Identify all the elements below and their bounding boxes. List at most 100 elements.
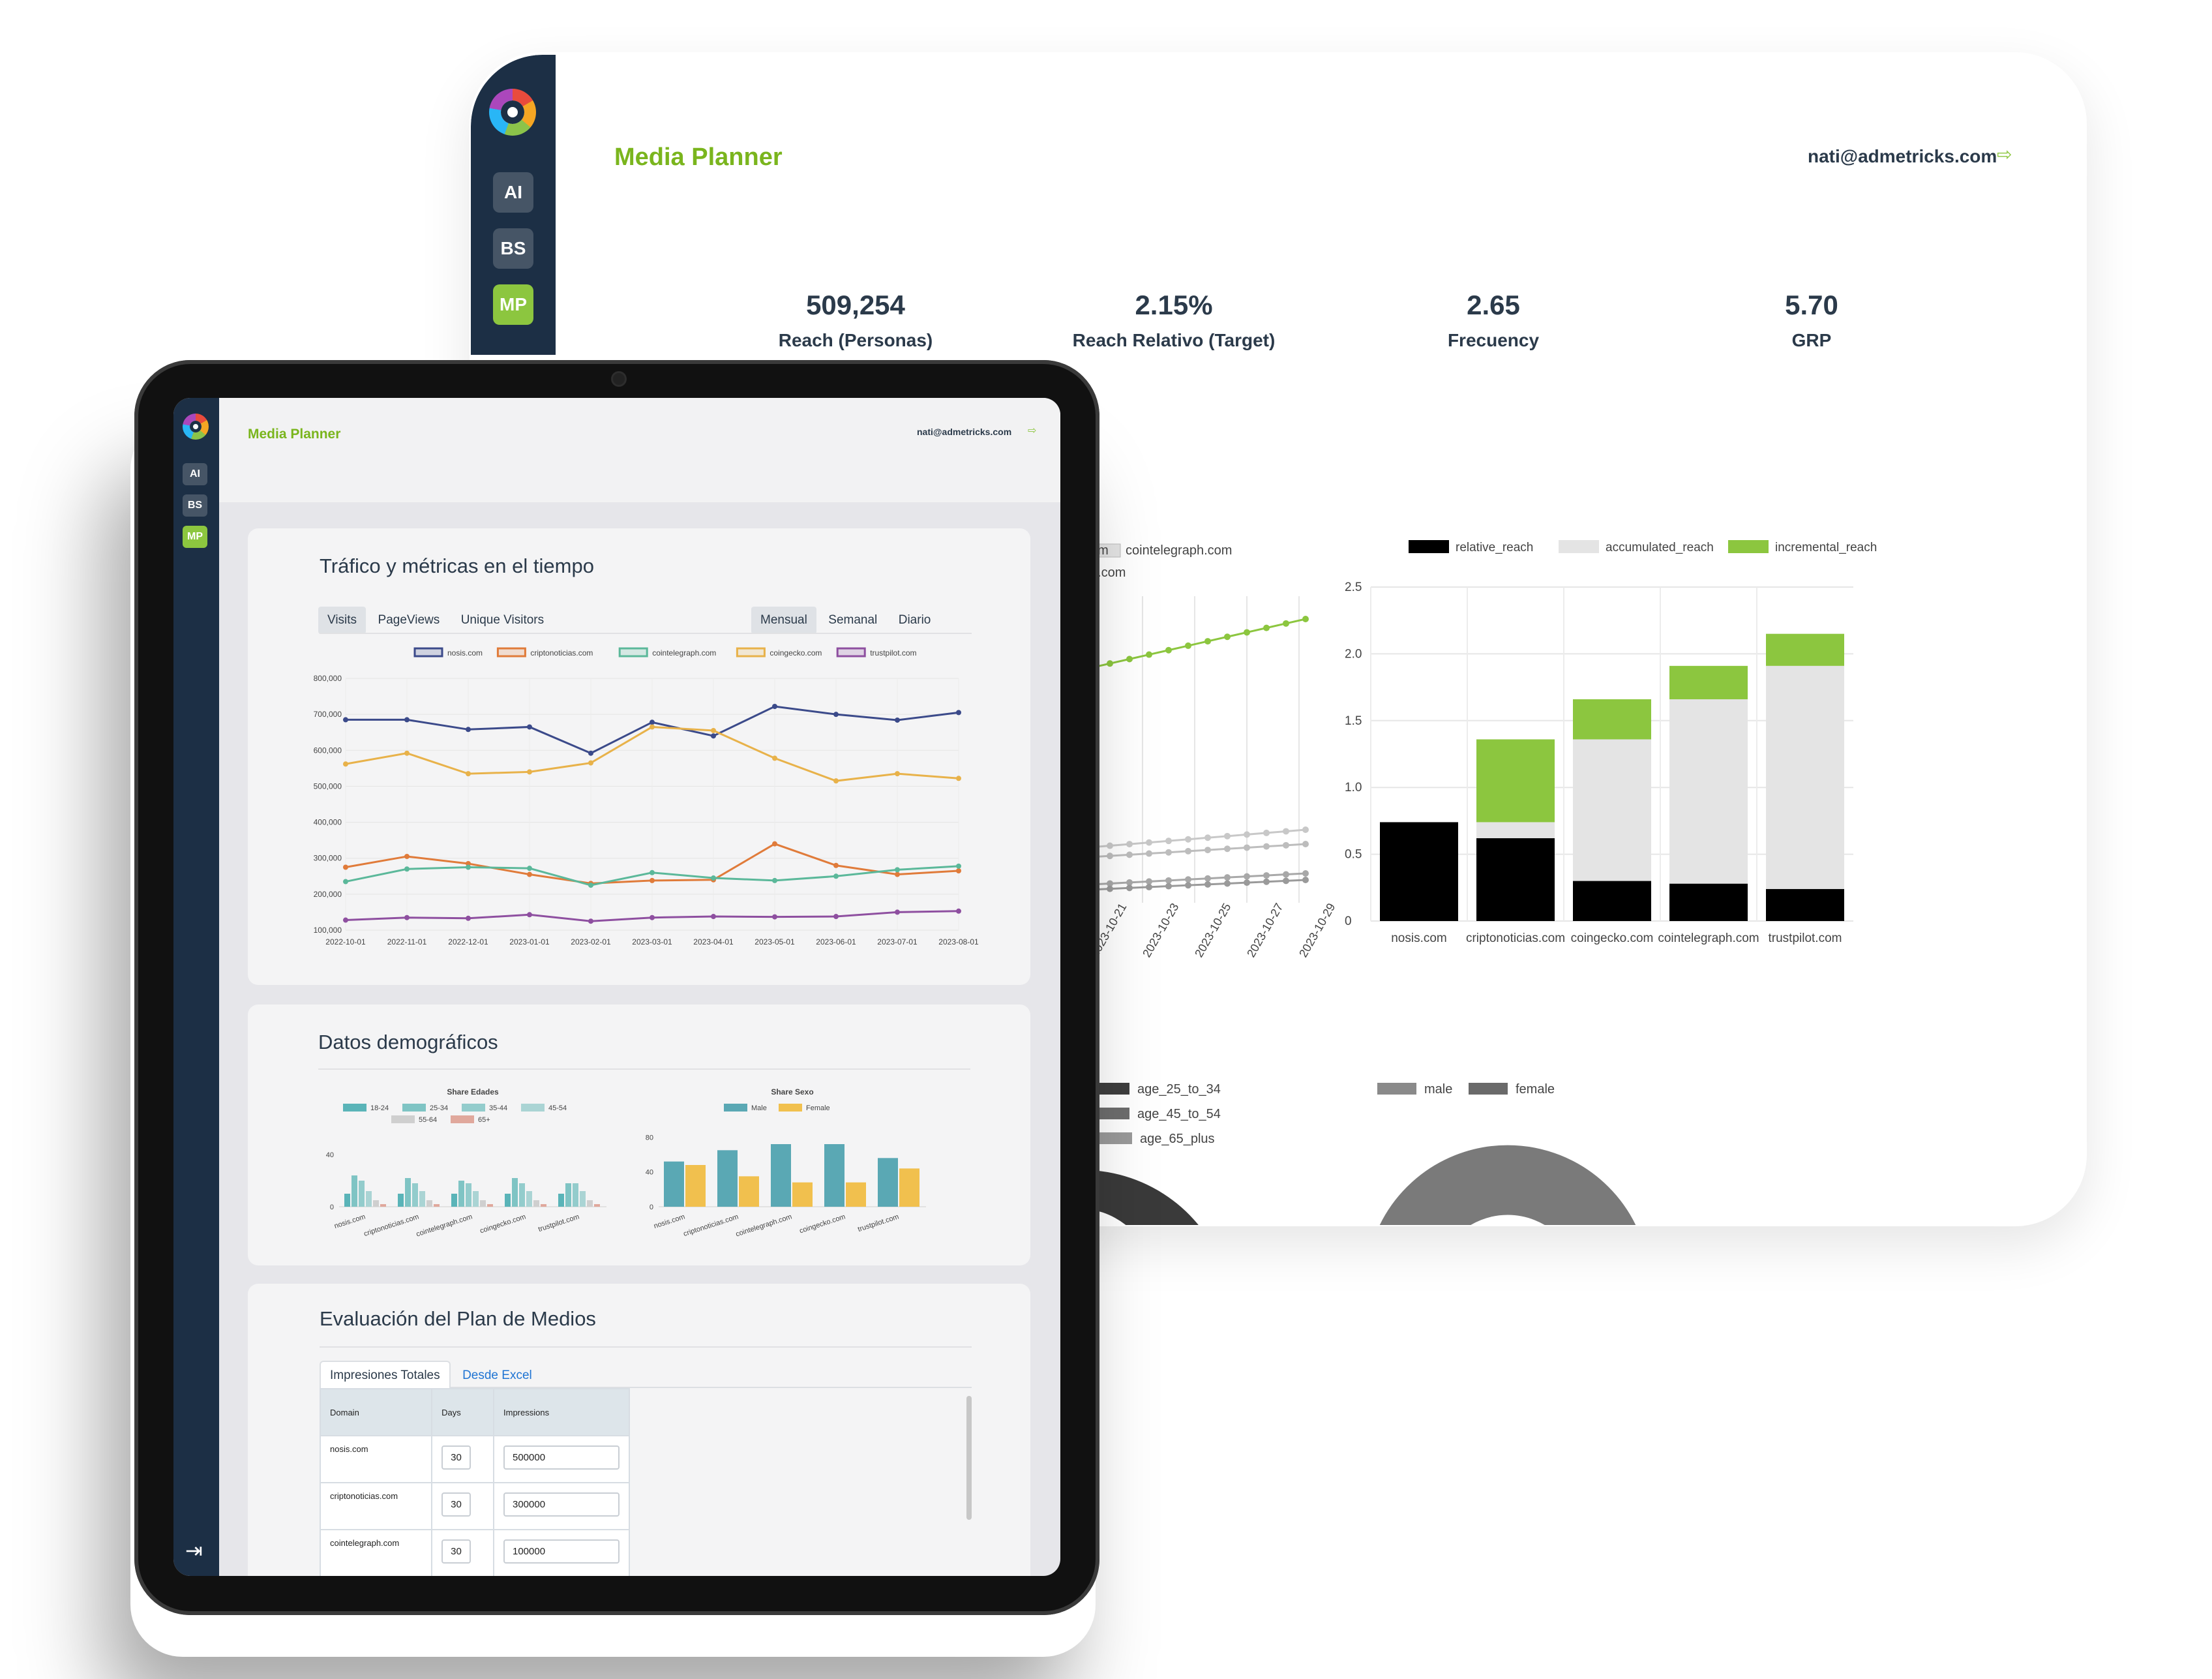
y-tick-label: 0: [330, 1203, 334, 1211]
legend-label: accumulated_reach: [1606, 541, 1714, 554]
impressions-input[interactable]: 500000: [503, 1445, 620, 1470]
data-point: [895, 909, 900, 915]
data-point: [1244, 629, 1250, 636]
y-tick-label: 700,000: [314, 710, 342, 719]
tablet-header: [219, 398, 1060, 502]
data-point: [833, 914, 839, 920]
tablet-screen: AI BS MP ⇥ Media Planner nati@admetricks…: [173, 398, 1060, 1576]
bar: [487, 1204, 493, 1207]
data-point: [1244, 844, 1250, 851]
bar: [526, 1191, 532, 1207]
x-tick-label: trustpilot.com: [537, 1213, 580, 1233]
tab-impresiones-totales[interactable]: Impresiones Totales: [320, 1361, 451, 1389]
tab-semanal[interactable]: Semanal: [828, 613, 878, 627]
data-point: [343, 879, 348, 885]
legend-label: 45-54: [548, 1104, 567, 1112]
data-point: [650, 870, 655, 875]
data-point: [1146, 839, 1152, 846]
data-point: [588, 883, 593, 888]
impressions-input[interactable]: 300000: [503, 1492, 620, 1517]
data-point: [1263, 829, 1270, 836]
impressions-cell: 500000: [493, 1435, 630, 1483]
legend-label: age_65_plus: [1140, 1132, 1215, 1146]
sidebar-ai-button[interactable]: AI: [183, 463, 207, 485]
desktop-sidebar: AI BS MP: [471, 55, 556, 355]
data-point: [1283, 871, 1289, 878]
bar: [373, 1200, 379, 1207]
data-point: [404, 866, 410, 872]
bar: [717, 1150, 738, 1207]
x-tick-label: 2023-03-01: [632, 937, 672, 946]
app-logo-icon[interactable]: [183, 414, 209, 440]
chart-title: Share Sexo: [771, 1087, 813, 1097]
data-point: [1126, 841, 1133, 848]
tab-unique-visitors[interactable]: Unique Visitors: [460, 613, 545, 627]
days-input[interactable]: 30: [441, 1492, 471, 1517]
page-title: Media Planner: [614, 144, 783, 171]
data-point: [1107, 660, 1113, 667]
plan-card: Evaluación del Plan de Medios Impresione…: [248, 1284, 1030, 1576]
bar: [366, 1191, 372, 1207]
legend-label: cointelegraph.com: [652, 648, 716, 658]
logout-icon[interactable]: ⇥: [185, 1539, 203, 1562]
data-point: [527, 724, 532, 730]
y-tick-label: 0: [650, 1203, 653, 1211]
legend-label: age_45_to_54: [1137, 1107, 1221, 1121]
data-point: [1224, 874, 1231, 881]
data-point: [527, 769, 532, 775]
age-donut-slice: [1090, 1170, 1199, 1225]
data-point: [1204, 847, 1211, 854]
sidebar-mp-button[interactable]: MP: [493, 284, 533, 325]
x-tick-label: 2023-10-27: [1244, 901, 1285, 960]
grid-lines: [1090, 596, 1300, 903]
tab-diario[interactable]: Diario: [898, 613, 931, 627]
legend-swatch: [1409, 540, 1449, 553]
y-tick-label: 40: [326, 1151, 334, 1159]
impressions-input[interactable]: 100000: [503, 1539, 620, 1564]
app-logo-icon[interactable]: [489, 89, 536, 136]
legend-swatch: [462, 1104, 485, 1112]
data-point: [1185, 876, 1191, 883]
sidebar-ai-button[interactable]: AI: [493, 172, 533, 213]
logout-icon[interactable]: ⇨: [1028, 425, 1037, 436]
data-point: [895, 871, 900, 877]
x-tick-label: 2022-10-01: [325, 937, 366, 946]
data-point: [1165, 883, 1172, 890]
domain-cell: cointelegraph.com: [319, 1529, 433, 1576]
days-input[interactable]: 30: [441, 1539, 471, 1564]
data-point: [527, 912, 532, 918]
kpi-value: 2.65: [1467, 290, 1520, 320]
tab-mensual[interactable]: Mensual: [751, 607, 816, 634]
legend-label: criptonoticias.com: [530, 648, 593, 658]
legend-swatch: [736, 647, 766, 658]
data-point: [1302, 616, 1309, 622]
data-point: [1107, 885, 1113, 892]
domain-cell: criptonoticias.com: [319, 1482, 433, 1530]
tab-pageviews[interactable]: PageViews: [378, 613, 440, 627]
data-point: [466, 727, 471, 733]
data-point: [1263, 878, 1270, 885]
sidebar-mp-button[interactable]: MP: [183, 526, 207, 548]
tab-visits[interactable]: Visits: [318, 607, 366, 634]
legend-swatch: [451, 1115, 474, 1123]
data-point: [1283, 877, 1289, 885]
kpi-label: GRP: [1791, 330, 1832, 350]
legend-swatch: [413, 647, 443, 658]
x-tick-label: 2023-10-25: [1192, 901, 1233, 960]
bar: [466, 1183, 471, 1207]
tab-desde-excel[interactable]: Desde Excel: [462, 1369, 532, 1382]
logout-icon[interactable]: ⇨: [1997, 144, 2012, 164]
legend-label: male: [1424, 1082, 1452, 1097]
column-header: Domain: [319, 1388, 433, 1436]
table-scrollbar[interactable]: [966, 1396, 972, 1520]
sidebar-bs-button[interactable]: BS: [493, 228, 533, 269]
share-sexo-chart: Share Sexo Male Female 80 40 0nosis.comcripto…: [646, 1087, 926, 1239]
y-tick-label: 0: [1345, 915, 1352, 928]
days-input[interactable]: 30: [441, 1445, 471, 1470]
bar: [351, 1175, 357, 1207]
bar: [419, 1191, 425, 1207]
sidebar-bs-button[interactable]: BS: [183, 494, 207, 517]
traffic-card: Tráfico y métricas en el tiempo Visits P…: [248, 528, 1030, 985]
bar: [792, 1182, 813, 1207]
data-point: [833, 873, 839, 879]
